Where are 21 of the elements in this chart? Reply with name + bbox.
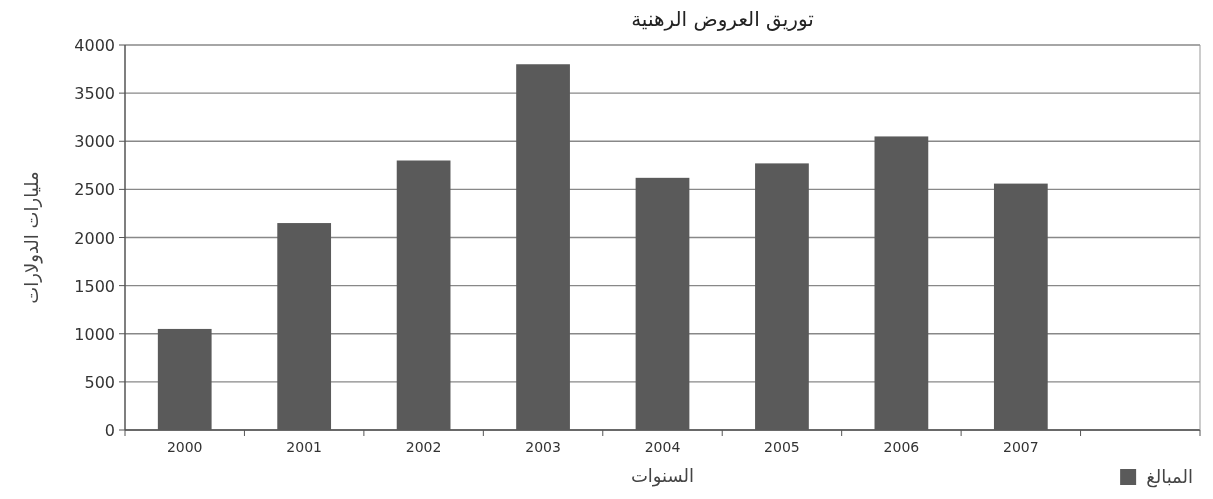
x-tick-label: 2000 xyxy=(166,439,203,455)
y-tick-label: 3000 xyxy=(74,132,115,152)
x-tick-label: 2006 xyxy=(883,439,920,455)
y-tick-label: 500 xyxy=(84,372,115,392)
y-tick-label: 2000 xyxy=(74,228,115,248)
x-tick-label: 2007 xyxy=(1003,439,1039,455)
y-tick-label: 1000 xyxy=(74,324,115,344)
x-tick-label: 2003 xyxy=(525,439,561,455)
chart-title: توريق العروض الرهنية xyxy=(631,7,814,31)
y-axis-title: مليارات الدولارات xyxy=(21,171,43,304)
x-tick-label: 2001 xyxy=(286,439,322,455)
y-tick-label: 1500 xyxy=(74,276,115,296)
x-tick-label: 2004 xyxy=(644,439,681,455)
y-tick-label: 3500 xyxy=(74,84,115,104)
x-tick-label: 2005 xyxy=(764,439,800,455)
x-tick-label: 2002 xyxy=(405,439,442,455)
legend-label: المبالغ xyxy=(1146,466,1193,488)
y-tick-label: 2500 xyxy=(74,180,115,200)
x-axis-title: السنوات xyxy=(630,465,695,487)
y-tick-label: 0 xyxy=(104,421,115,440)
y-tick-label: 4000 xyxy=(74,36,115,55)
